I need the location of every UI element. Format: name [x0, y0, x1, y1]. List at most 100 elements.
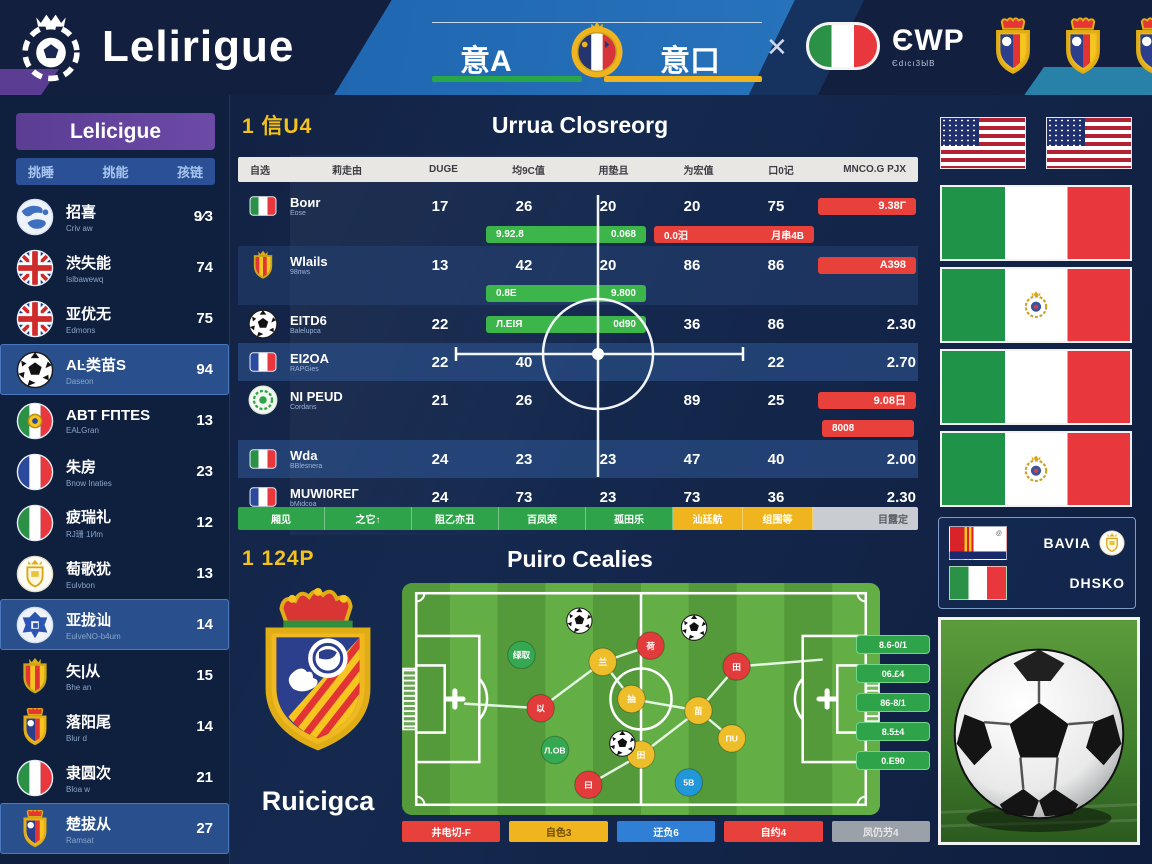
sidebar-team-row[interactable]: 朱房 Bnow Inaties 23 — [0, 446, 229, 497]
odds-value[interactable]: 2.30 — [886, 488, 916, 506]
soccer-ball-icon — [680, 614, 708, 641]
club-crest-icon[interactable] — [1055, 12, 1111, 82]
table-team-cell[interactable]: Wlails 98пws — [238, 247, 398, 283]
soccer-ball-icon — [609, 730, 636, 757]
sidebar-team-row[interactable]: 隶圆次 Bloa w 21 — [0, 752, 229, 803]
sidebar-title: Lelicigue — [16, 113, 215, 150]
player-marker[interactable]: Л.ОВ — [540, 735, 570, 765]
sidebar-team-row[interactable]: 渋失能 Islbawewq 74 — [0, 242, 229, 293]
segment-label[interactable]: 组围等 — [743, 507, 813, 530]
sidebar-team-row[interactable]: AĿ类苗S Daseon 94 — [0, 344, 229, 395]
legend-pill[interactable]: 凤仍芀4 — [831, 821, 931, 842]
range-pill[interactable]: Л.ЕІЯ 0d90 — [486, 315, 646, 333]
sidebar-team-row[interactable]: 楚拔从 Ramsat 27 — [0, 803, 229, 854]
team-flag-icon — [246, 347, 280, 377]
range-pill[interactable]: 0.0汨 月串4B — [654, 226, 814, 243]
segment-label[interactable]: 阻乙亦丑 — [412, 507, 499, 530]
sidebar-team-row[interactable]: 疲瑞礼 RJ珊 1Иm 12 — [0, 497, 229, 548]
sidebar-team-row[interactable]: 落阳尾 Blur d 14 — [0, 701, 229, 752]
tab-away-team[interactable]: 意口 — [660, 45, 720, 78]
stat-pill[interactable]: 06.£4 — [856, 664, 930, 683]
stat-pill[interactable]: 8.6-0/1 — [856, 635, 930, 654]
team-subtitle: Blur d — [66, 733, 87, 743]
odds-pill[interactable]: A398 — [818, 256, 916, 274]
stat-value: 24 — [431, 450, 449, 468]
team-points: 94 — [196, 361, 213, 378]
team-subtitle: Ramsat — [66, 835, 94, 845]
sidebar-team-row[interactable]: 亚优无 Edmons 75 — [0, 293, 229, 344]
team-badge-icon — [16, 300, 54, 338]
stat-pill[interactable]: 0.Е90 — [856, 751, 930, 770]
tricolor-flag[interactable] — [940, 267, 1132, 343]
table-team-cell[interactable]: MUWI0REГ bMidcoa — [238, 479, 398, 515]
table-row: Boиr Eose 17 26 20 20 75 9.38Г 9.92.8 0.068 0.0汨 月串… — [238, 187, 918, 246]
app-logo[interactable]: Lelirigue — [14, 8, 294, 86]
team-points: 74 — [196, 259, 213, 276]
odds-pill[interactable]: 9.08日 — [818, 391, 916, 409]
odds-pill[interactable]: 9.38Г — [818, 197, 916, 215]
close-icon[interactable]: ✕ — [766, 32, 788, 62]
sidebar-team-row[interactable]: 矢|从 Bhe an 15 — [0, 650, 229, 701]
panel-team-row[interactable]: DHSKO — [949, 566, 1125, 600]
table-team-cell[interactable]: Wda BBlesnera — [238, 441, 398, 477]
stat-pill[interactable]: 8.5±4 — [856, 722, 930, 741]
segment-label[interactable]: 厢见 — [238, 507, 325, 530]
range-pill[interactable]: 8008 — [822, 420, 914, 437]
legend-pill[interactable]: 迂负6 — [616, 821, 716, 842]
table-column-header: 自选 — [250, 166, 270, 177]
player-marker[interactable]: 抽 — [617, 684, 646, 714]
legend-pill[interactable]: 自色3 — [509, 821, 608, 842]
odds-value[interactable]: 2.00 — [886, 450, 916, 468]
table-column-header: DUGE — [429, 164, 458, 175]
club-crest-icon[interactable] — [985, 12, 1041, 82]
player-marker[interactable]: 田 — [722, 652, 751, 681]
player-marker[interactable]: 绿取 — [507, 640, 536, 670]
club-crest-icon[interactable] — [1125, 12, 1152, 82]
player-marker[interactable]: 苗 — [684, 696, 713, 725]
player-marker[interactable]: 以 — [526, 694, 555, 723]
tricolor-flag[interactable] — [940, 431, 1132, 507]
us-flag[interactable] — [1046, 117, 1132, 169]
team-name: 落阳尾 — [66, 713, 112, 731]
us-flags-row — [940, 117, 1152, 169]
svg-text:绿取: 绿取 — [513, 649, 531, 660]
table-team-cell[interactable]: NI PEUD Cordans — [238, 382, 398, 418]
sidebar-team-row[interactable]: ABT FПTES EALGran 13 — [0, 395, 229, 446]
team-subtitle: Bhe an — [66, 682, 92, 692]
segment-label[interactable]: 百凤荣 — [499, 507, 586, 530]
italy-flag-pill[interactable] — [806, 22, 880, 70]
sidebar-column-headers: 挑睡 挑能 孩链 — [16, 158, 215, 185]
tricolor-flag[interactable] — [940, 185, 1132, 261]
us-flag[interactable] — [940, 117, 1026, 169]
tricolor-flag[interactable] — [940, 349, 1132, 425]
range-pill[interactable]: 9.92.8 0.068 — [486, 226, 646, 243]
segment-label[interactable]: 之它↑ — [325, 507, 412, 530]
odds-value[interactable]: 2.30 — [886, 315, 916, 333]
team-name: 渋失能 — [66, 254, 112, 272]
panel-team-row[interactable]: @ BAVIA — [949, 526, 1125, 560]
segment-label[interactable]: 目露定 — [813, 507, 918, 530]
sidebar-team-row[interactable]: 亚拢讪 EulveNO-b4um 14 — [0, 599, 229, 650]
club-crest-row — [985, 12, 1152, 82]
table-team-cell[interactable]: Boиr Eose — [238, 188, 398, 224]
legend-pill[interactable]: 井电切-F — [402, 821, 501, 842]
table-team-cell[interactable]: EITD6 Balelupca — [238, 306, 398, 342]
odds-value[interactable]: 2.70 — [886, 353, 916, 371]
segment-label[interactable]: 孤田乐 — [586, 507, 673, 530]
legend-pill[interactable]: 自约4 — [724, 821, 823, 842]
flags-column: @ BAVIA DHSKO — [930, 95, 1152, 864]
table-team-cell[interactable]: EI2OA RAPGies — [238, 344, 398, 380]
sidebar-team-row[interactable]: 萄歌犹 Eulvbon 13 — [0, 548, 229, 599]
player-marker[interactable]: 5B — [674, 768, 704, 797]
player-marker[interactable]: 曰 — [574, 770, 603, 800]
sidebar-team-row[interactable]: 招喜 Criv aw 9⁄3 — [0, 191, 229, 242]
stat-pill[interactable]: 86-8/1 — [856, 693, 930, 712]
range-pill[interactable]: 0.8E 9.800 — [486, 285, 646, 302]
team-subtitle: RAPGies — [290, 366, 319, 373]
player-marker[interactable]: 荷 — [636, 631, 665, 660]
player-marker[interactable]: ПU — [717, 724, 747, 753]
segment-label[interactable]: 汕廷航 — [673, 507, 743, 530]
us-flag-canton — [1047, 118, 1085, 146]
tab-home-team[interactable]: 意A — [460, 45, 512, 78]
player-marker[interactable]: 兰 — [588, 647, 617, 677]
